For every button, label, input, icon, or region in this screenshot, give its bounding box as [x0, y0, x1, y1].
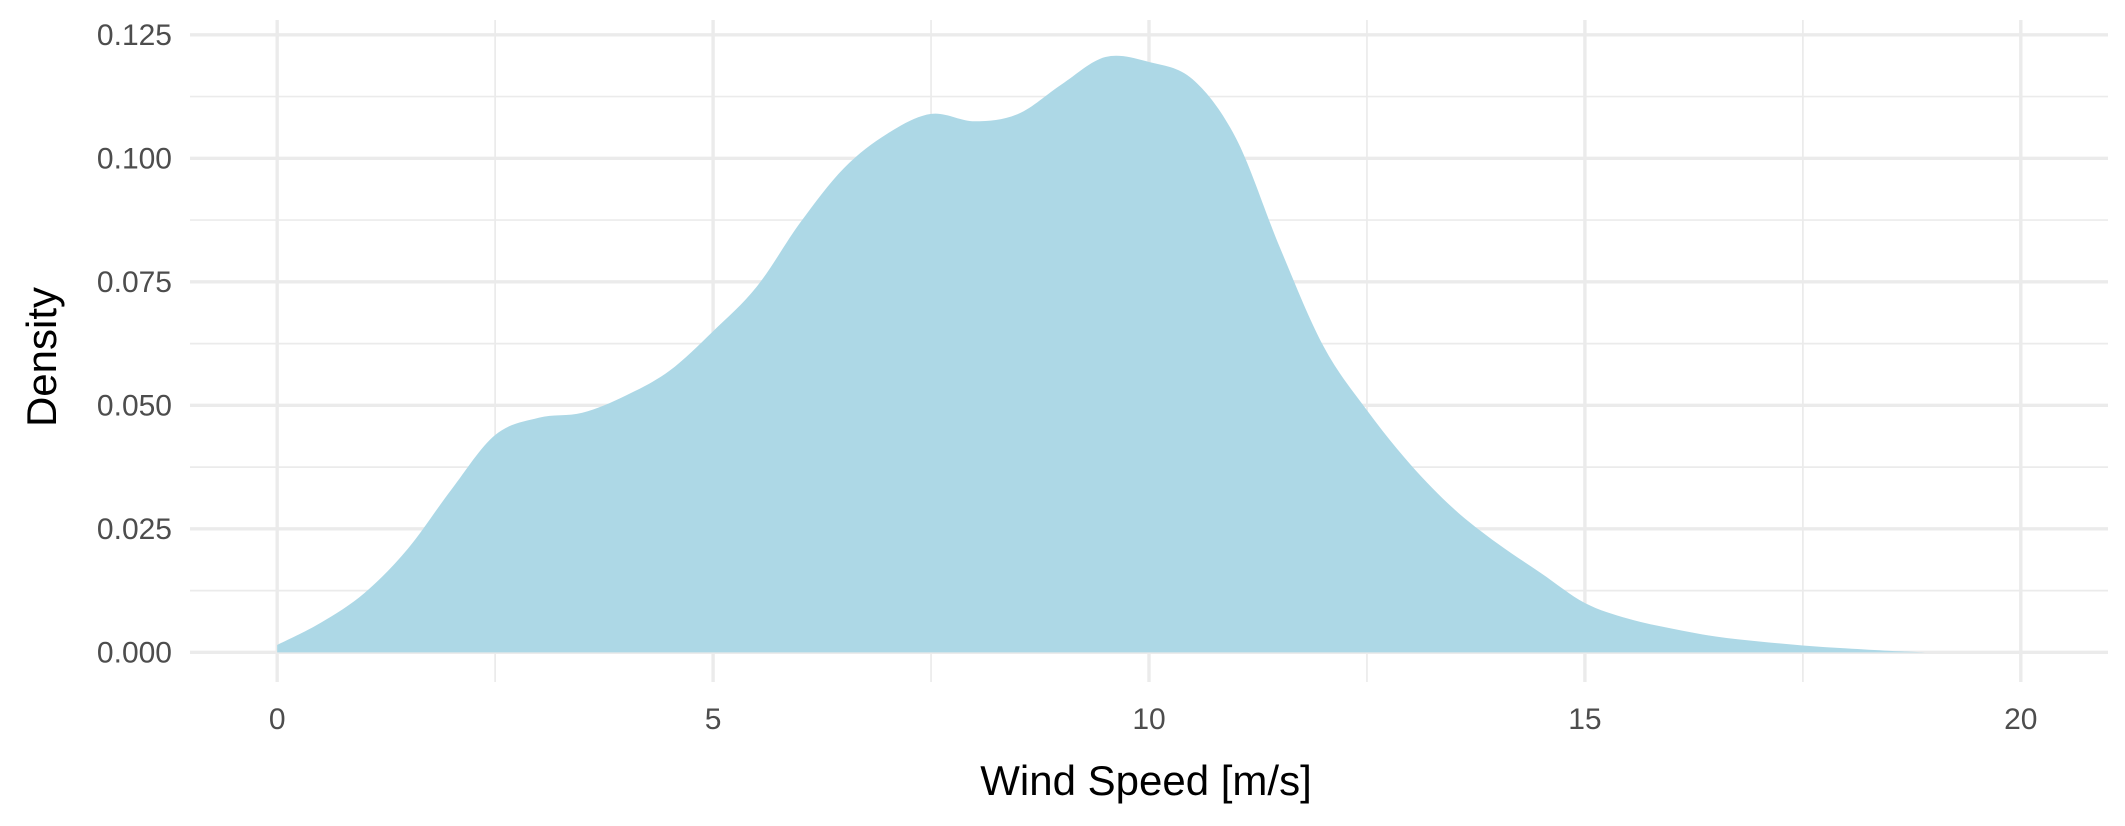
y-tick-label: 0.075	[97, 266, 172, 299]
density-area	[277, 55, 1925, 653]
y-axis-tick-labels: 0.000 0.025 0.050 0.075 0.100 0.125	[97, 19, 172, 670]
y-tick-label: 0.125	[97, 19, 172, 52]
x-tick-label: 20	[2004, 703, 2037, 736]
y-axis-title: Density	[18, 287, 65, 427]
y-tick-label: 0.000	[97, 636, 172, 669]
x-axis-title: Wind Speed [m/s]	[980, 757, 1311, 804]
x-axis-tick-labels: 0 5 10 15 20	[269, 703, 2038, 736]
y-tick-label: 0.100	[97, 142, 172, 175]
x-tick-label: 0	[269, 703, 286, 736]
y-tick-label: 0.025	[97, 513, 172, 546]
density-area-layer	[277, 55, 1925, 653]
y-tick-label: 0.050	[97, 389, 172, 422]
x-tick-label: 15	[1568, 703, 1601, 736]
x-tick-label: 5	[705, 703, 722, 736]
x-tick-label: 10	[1132, 703, 1165, 736]
